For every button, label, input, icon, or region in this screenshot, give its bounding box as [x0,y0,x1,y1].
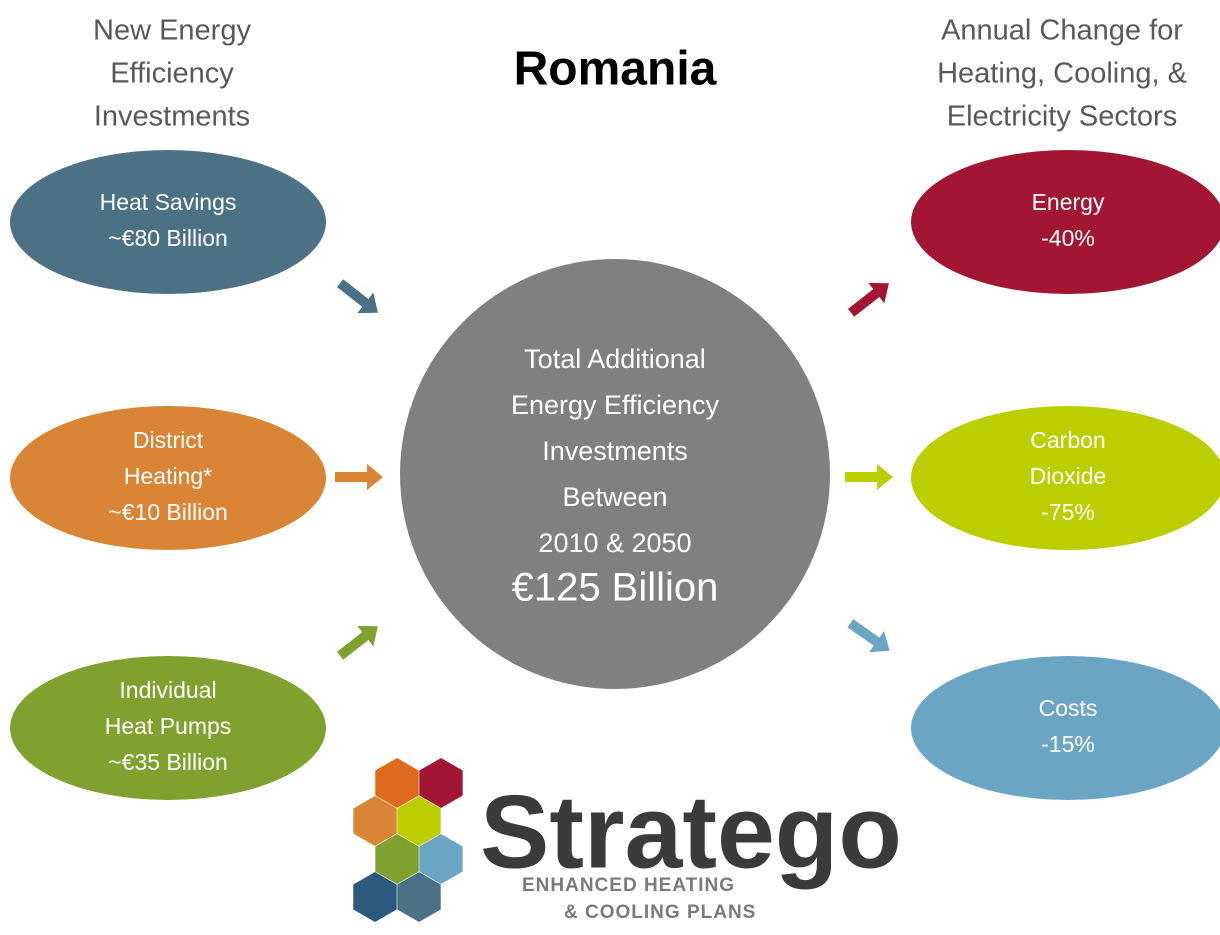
arrow-shape [848,282,889,317]
logo-tagline: ENHANCED HEATING [522,875,735,896]
left-heading: New Energy [93,15,251,47]
hexagon [375,758,419,808]
arrow-shape [847,619,890,653]
center-label: Investments [542,436,688,466]
input-label: ~€10 Billion [108,499,228,525]
center-label: Between [562,482,667,512]
arrow [337,625,378,660]
logo-hexagons [353,758,463,922]
logo-name: Stratego [480,774,902,890]
output-label: Dioxide [1030,463,1107,489]
arrow [335,464,383,490]
output-label: Energy [1032,189,1105,215]
arrow [847,619,890,653]
output-label: Costs [1039,695,1098,721]
arrow-shape [335,464,383,490]
right-heading: Annual Change for [941,15,1183,47]
input-label: Heat Pumps [105,713,232,739]
output-bubble [911,656,1220,800]
output-bubble [911,150,1220,294]
logo-tagline: & COOLING PLANS [564,902,756,923]
left-heading: Efficiency [110,58,234,90]
hexagon [397,796,441,846]
title: Romania [514,43,717,96]
right-heading: Heating, Cooling, & [937,58,1187,90]
arrow [848,282,889,317]
output-label: -15% [1041,731,1095,757]
input-label: District [133,427,204,453]
arrow [845,464,893,490]
output-label: Carbon [1030,427,1105,453]
center-total: €125 Billion [512,566,719,610]
input-label: Heating* [124,463,212,489]
hexagon [397,872,441,922]
output-label: -40% [1041,225,1095,251]
hexagon [353,872,397,922]
hexagon [419,758,463,808]
arrow-shape [845,464,893,490]
hexagon [375,834,419,884]
input-bubble [10,150,326,294]
input-bubble [10,656,326,800]
input-label: ~€35 Billion [108,749,228,775]
center-circle [400,259,830,689]
output-bubble [911,406,1220,550]
arrow-shape [337,279,378,314]
hexagon [419,834,463,884]
input-label: ~€80 Billion [108,225,228,251]
center-label: 2010 & 2050 [538,528,691,558]
center-label: Energy Efficiency [511,390,720,420]
input-label: Individual [119,677,216,703]
input-bubble [10,406,326,550]
right-heading: Electricity Sectors [947,101,1177,133]
input-label: Heat Savings [100,189,237,215]
output-label: -75% [1041,499,1095,525]
arrow [337,279,378,314]
left-heading: Investments [94,101,250,133]
hexagon [353,796,397,846]
center-label: Total Additional [524,344,706,374]
arrow-shape [337,625,378,660]
